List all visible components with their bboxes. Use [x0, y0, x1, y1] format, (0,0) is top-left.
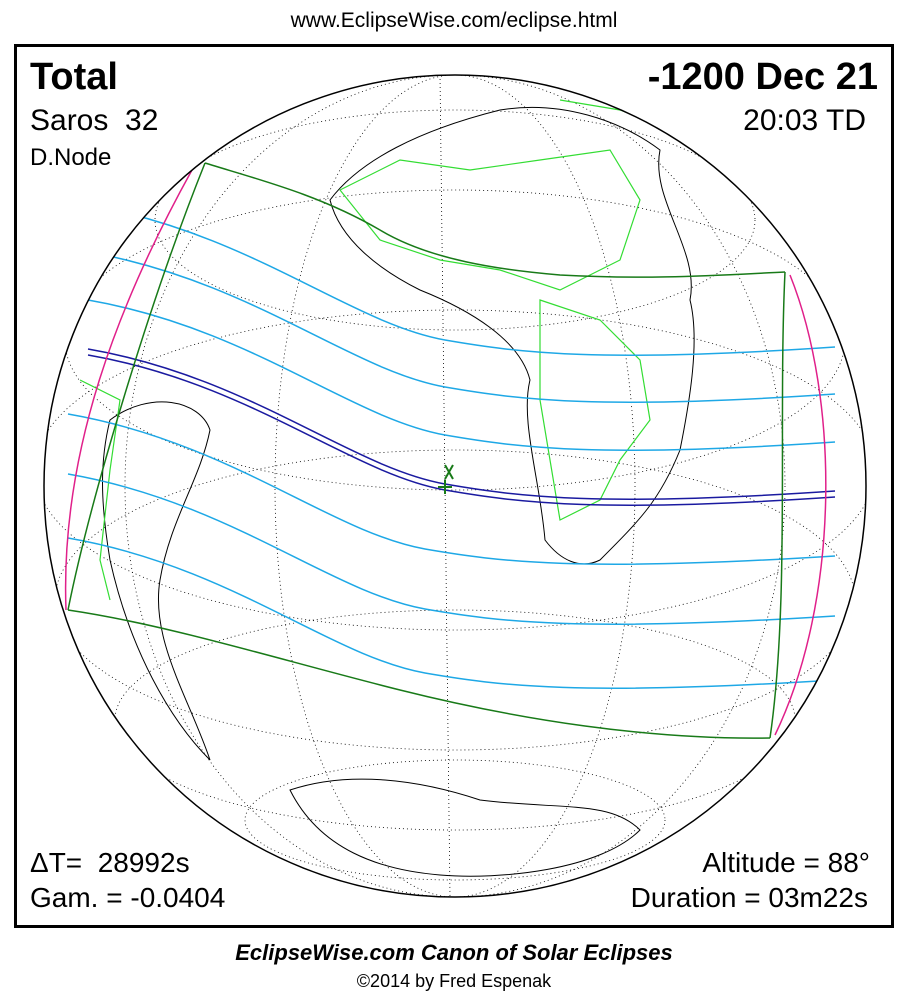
url: www.EclipseWise.com/eclipse.html	[290, 9, 618, 32]
eclipse-type: Total	[30, 56, 118, 98]
date: -1200 Dec 21	[647, 56, 878, 98]
gamma: Gam. = -0.0404	[30, 882, 226, 913]
rise-set-curves	[64, 169, 827, 736]
globe-outline	[43, 74, 867, 898]
altitude: Altitude = 88°	[702, 847, 870, 878]
globe-content	[44, 75, 866, 897]
node: D.Node	[30, 144, 112, 171]
coastlines	[102, 106, 695, 877]
duration: Duration = 03m22s	[630, 882, 868, 913]
time: 20:03 TD	[743, 104, 866, 137]
frame	[14, 44, 894, 928]
delta-t: ΔT= 28992s	[30, 847, 190, 878]
footer-title: EclipseWise.com Canon of Solar Eclipses	[235, 940, 673, 965]
penumbra-limits	[67, 162, 786, 739]
saros: Saros 32	[30, 104, 159, 137]
copyright: ©2014 by Fred Espenak	[356, 971, 552, 991]
isochrones	[67, 204, 836, 689]
central-path	[87, 348, 836, 506]
